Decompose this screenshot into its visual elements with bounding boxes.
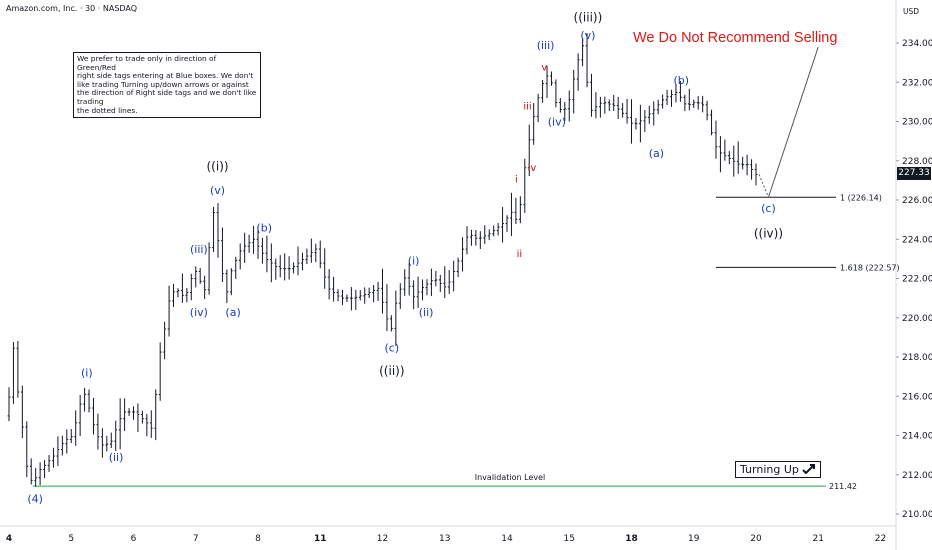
- wave-label: (c): [385, 341, 400, 354]
- wave-label: ((iii)): [574, 10, 603, 24]
- x-tick-label: 19: [688, 534, 700, 544]
- x-tick-label: 8: [255, 534, 261, 544]
- y-tick-label: 214.00: [902, 432, 932, 442]
- wave-label: (iv): [190, 306, 208, 319]
- currency-label: USD: [903, 7, 920, 16]
- wave-label: ((ii)): [379, 364, 404, 378]
- x-tick-label: 14: [501, 534, 513, 544]
- wave-label: (b): [674, 74, 690, 87]
- y-tick-label: 234.00: [902, 39, 932, 49]
- x-tick-label: 11: [314, 534, 327, 544]
- wave-label: v: [541, 62, 547, 73]
- wave-label: (v): [210, 184, 225, 197]
- y-tick-label: 224.00: [902, 235, 932, 245]
- wave-label: i: [515, 174, 518, 185]
- turning-up-badge: Turning Up: [735, 461, 822, 478]
- wave-label: (v): [580, 29, 595, 42]
- x-tick-label: 4: [6, 534, 12, 544]
- wave-label: (i): [81, 367, 93, 380]
- x-tick-label: 21: [813, 534, 824, 544]
- projection-dotted-line: [758, 174, 769, 198]
- trading-note: We prefer to trade only in direction of …: [73, 52, 261, 119]
- x-tick-label: 18: [625, 534, 638, 544]
- x-tick-label: 12: [377, 534, 388, 544]
- wave-label: iv: [528, 163, 537, 174]
- wave-label: (b): [256, 221, 272, 234]
- wave-label: (ii): [109, 451, 124, 464]
- wave-label: (a): [649, 147, 664, 160]
- wave-label: (ii): [419, 306, 434, 319]
- invalidation-label: Invalidation Level: [475, 473, 545, 482]
- y-tick-label: 232.00: [902, 78, 932, 88]
- wave-label: (c): [761, 202, 776, 215]
- projection-up-line: [767, 46, 819, 198]
- wave-label: (a): [225, 306, 240, 319]
- fib-level-label: 1.618 (222.57): [840, 263, 900, 272]
- wave-label: (iv): [548, 116, 566, 129]
- fib-level-label: 1 (226.14): [840, 193, 882, 202]
- x-tick-label: 20: [750, 534, 762, 544]
- y-tick-label: 226.00: [902, 196, 932, 206]
- wave-label: (iii): [537, 39, 555, 52]
- last-price-tag: 227.33: [897, 167, 931, 180]
- y-tick-label: 210.00: [902, 510, 932, 520]
- x-tick-label: 13: [439, 534, 450, 544]
- y-tick-label: 222.00: [902, 275, 932, 285]
- invalidation-price-label: 211.42: [829, 482, 857, 491]
- wave-label: (4): [27, 492, 43, 505]
- wave-label: ii: [517, 249, 523, 260]
- x-tick-label: 22: [875, 534, 886, 544]
- y-tick-label: 218.00: [902, 353, 932, 363]
- x-tick-label: 15: [564, 534, 575, 544]
- warning-text: We Do Not Recommend Selling: [633, 30, 838, 46]
- up-right-arrow-icon: [802, 464, 816, 475]
- wave-label: iii: [523, 102, 531, 113]
- wave-label: ((iv)): [754, 226, 783, 240]
- x-tick-label: 6: [131, 534, 137, 544]
- y-tick-label: 216.00: [902, 392, 932, 402]
- y-tick-label: 228.00: [902, 157, 932, 167]
- turning-label: Turning Up: [740, 463, 799, 476]
- y-tick-label: 220.00: [902, 314, 932, 324]
- y-tick-label: 212.00: [902, 471, 932, 481]
- wave-label: (iii): [190, 243, 208, 256]
- wave-label: (i): [408, 255, 420, 268]
- x-tick-label: 7: [193, 534, 199, 544]
- x-tick-label: 5: [68, 534, 74, 544]
- chart-title: Amazon.com, Inc. · 30 · NASDAQ: [6, 4, 138, 13]
- y-tick-label: 230.00: [902, 118, 932, 128]
- wave-label: ((i)): [207, 160, 229, 174]
